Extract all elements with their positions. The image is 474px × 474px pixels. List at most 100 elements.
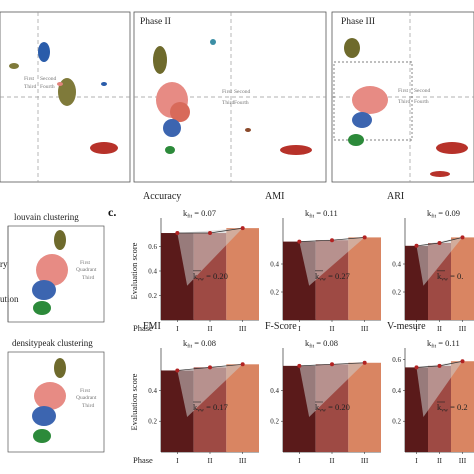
side-label: ry [0,259,8,269]
data-point [175,231,180,236]
y-tick-label: 0.4 [148,387,157,395]
cluster-teal [210,39,216,45]
cluster-red [90,142,118,154]
cluster-olive [54,358,66,378]
cluster-pink [34,382,66,410]
data-point [297,363,302,368]
cluster-green [165,146,175,154]
data-point [437,363,442,368]
y-axis-label: Evaluation score [129,242,139,299]
y-tick-label: 0.2 [392,418,401,426]
quadrant-second: Second [234,89,250,95]
k-vw-label: kvw = 0.2 [437,402,468,414]
data-point [437,241,442,245]
side-label: ution [0,294,19,304]
cluster-pink [352,86,388,114]
x-tick-label: III [361,324,369,333]
panel-title: Phase II [140,17,171,27]
y-tick-label: 0.4 [270,387,279,395]
x-tick-label: III [459,324,467,333]
x-tick-label: I [176,456,179,465]
cluster-pink [57,82,63,86]
quadrant-fourth: Fourth [40,84,55,90]
umap-panel-3: Phase III First Second Third Fourth [331,11,474,183]
data-point [330,238,334,243]
panel-title: Phase III [341,17,375,27]
k-fit-label: kfit = 0.11 [305,208,338,220]
data-point [297,239,302,244]
variance-wedge [299,237,365,286]
x-tick-label: II [208,456,213,465]
y-tick-label: 0.2 [148,418,157,426]
k-vw-label: kvw = 0.20 [193,271,228,283]
quadrant-third: Third [398,99,410,105]
zoom-box [333,61,413,141]
cluster-blue [32,280,56,300]
cluster-pink [36,254,68,286]
chart-title: ARI [387,191,404,202]
cluster-blue [38,42,50,62]
data-point [362,235,367,240]
y-tick-label: 0.6 [392,356,401,364]
quadrant-first: First [24,76,35,82]
data-point [208,365,212,370]
data-point [362,360,367,365]
quadrant-quadrant: Quadrant [76,267,97,273]
x-tick-label: II [330,456,335,465]
x-tick-label: I [176,324,179,333]
bar-phase-III [348,237,381,320]
cluster-olive-small [9,63,19,69]
x-tick-label: II [330,324,335,333]
k-fit-label: kfit = 0.11 [427,338,460,350]
x-tick-label: II [437,324,442,333]
cluster-red-small [430,171,450,177]
x-tick-label: III [239,456,247,465]
data-point [240,226,245,231]
quadrant-first: First [398,88,409,94]
k-vw-label: kvw = 0.20 [315,402,350,414]
y-tick-label: 0.4 [392,261,401,269]
cluster-red [436,142,468,154]
cluster-blue [163,119,181,137]
cluster-olive [344,38,360,58]
y-tick-label: 0.2 [270,418,279,426]
variance-wedge [299,362,365,417]
cluster-blue [352,112,372,128]
cluster-blue [32,406,56,426]
x-tick-label: I [298,324,301,333]
cluster-olive [54,230,66,250]
x-tick-label: I [415,456,418,465]
quadrant-second: Second [40,76,56,82]
cluster-green [33,429,51,443]
k-fit-label: kfit = 0.09 [427,208,460,220]
bar-phase-III [451,361,474,452]
x-tick-label: III [239,324,247,333]
data-point [414,365,419,370]
quadrant-third: Third [82,403,94,409]
data-point [208,231,212,236]
quadrant-third: Third [222,100,234,106]
y-tick-label: 0.4 [270,261,279,269]
x-tick-label: II [437,456,442,465]
x-tick-label: II [208,324,213,333]
k-vw-label: kvw = 0.27 [315,271,350,283]
chart-title: FMI [143,321,161,332]
y-tick-label: 0.2 [148,292,157,300]
y-tick-label: 0.4 [148,268,157,276]
data-point [460,359,465,364]
data-point [330,362,334,367]
quadrant-first: First [80,388,91,394]
bar-phase-III [348,362,381,452]
x-tick-label: I [298,456,301,465]
x-tick-label: III [459,456,467,465]
quadrant-third: Third [82,275,94,281]
umap-panel-1: First Second Third Fourth [0,11,131,183]
k-vw-label: kvw = 0.17 [193,402,228,414]
y-tick-label: 0.6 [148,243,157,251]
y-tick-label: 0.2 [270,289,279,297]
cluster-blue-small [101,82,107,86]
x-axis-label: Phase [133,455,153,465]
